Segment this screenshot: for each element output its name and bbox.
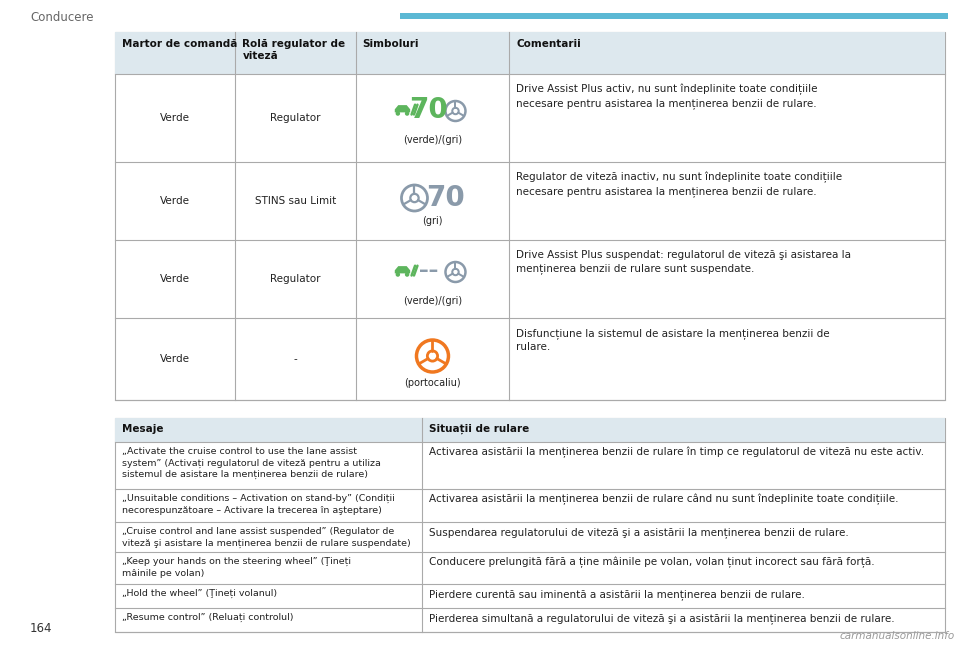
- Text: Activarea asistării la menținerea benzii de rulare când nu sunt îndeplinite toat: Activarea asistării la menținerea benzii…: [429, 494, 899, 506]
- Text: „Cruise control and lane assist suspended” (Regulator de
viteză şi asistare la m: „Cruise control and lane assist suspende…: [122, 527, 411, 548]
- Text: STINS sau Limit: STINS sau Limit: [255, 196, 336, 206]
- Text: „Resume control” (Reluați controlul): „Resume control” (Reluați controlul): [122, 613, 294, 622]
- Text: 70: 70: [409, 96, 448, 124]
- Text: Activarea asistării la menținerea benzii de rulare în timp ce regulatorul de vit: Activarea asistării la menținerea benzii…: [429, 447, 924, 458]
- Text: (gri): (gri): [422, 216, 443, 226]
- Text: Regulator: Regulator: [271, 113, 321, 123]
- Text: Disfuncțiune la sistemul de asistare la menținerea benzii de
rulare.: Disfuncțiune la sistemul de asistare la …: [516, 328, 829, 352]
- Circle shape: [396, 273, 400, 276]
- Polygon shape: [395, 266, 410, 273]
- Bar: [400, 13, 948, 19]
- Polygon shape: [395, 105, 410, 112]
- Text: carmanualsonline.info: carmanualsonline.info: [840, 631, 955, 641]
- Text: ––: ––: [419, 262, 438, 280]
- Text: Verde: Verde: [160, 113, 190, 123]
- Text: Verde: Verde: [160, 274, 190, 284]
- Text: (verde)/(gri): (verde)/(gri): [403, 135, 462, 145]
- Text: Rolă regulator de
viteză: Rolă regulator de viteză: [242, 39, 346, 60]
- Text: Regulator: Regulator: [271, 274, 321, 284]
- Text: Conducere prelungită fără a ține mâinile pe volan, volan ținut incorect sau fără: Conducere prelungită fără a ține mâinile…: [429, 557, 875, 569]
- Text: Pierderea simultană a regulatorului de viteză şi a asistării la menținerea benzi: Pierderea simultană a regulatorului de v…: [429, 613, 895, 624]
- Text: „Activate the cruise control to use the lane assist
system” (Activați regulatoru: „Activate the cruise control to use the …: [122, 447, 381, 479]
- Text: Simboluri: Simboluri: [363, 39, 420, 49]
- Circle shape: [405, 111, 409, 116]
- Circle shape: [405, 273, 409, 276]
- Text: Regulator de viteză inactiv, nu sunt îndeplinite toate condițiile
necesare pentr: Regulator de viteză inactiv, nu sunt înd…: [516, 172, 842, 197]
- Text: (portocaliu): (portocaliu): [404, 378, 461, 388]
- Circle shape: [396, 111, 400, 116]
- Text: Situații de rulare: Situații de rulare: [429, 424, 529, 434]
- Text: Comentarii: Comentarii: [516, 39, 581, 49]
- Text: „Keep your hands on the steering wheel” (Ţineți
mâinile pe volan): „Keep your hands on the steering wheel” …: [122, 557, 351, 578]
- Text: „Hold the wheel” (Ţineți volanul): „Hold the wheel” (Ţineți volanul): [122, 589, 277, 598]
- Text: Verde: Verde: [160, 196, 190, 206]
- Text: 70: 70: [426, 184, 465, 212]
- Text: Verde: Verde: [160, 354, 190, 364]
- Text: Pierdere curentă sau iminentă a asistării la menținerea benzii de rulare.: Pierdere curentă sau iminentă a asistări…: [429, 589, 805, 600]
- Text: Conducere: Conducere: [30, 11, 93, 24]
- Text: Drive Assist Plus suspendat: regulatorul de viteză şi asistarea la
menținerea be: Drive Assist Plus suspendat: regulatorul…: [516, 250, 852, 274]
- Text: Mesaje: Mesaje: [122, 424, 163, 434]
- Text: Martor de comandă: Martor de comandă: [122, 39, 237, 49]
- Bar: [115, 32, 945, 400]
- Text: (verde)/(gri): (verde)/(gri): [403, 296, 462, 306]
- Text: Drive Assist Plus activ, nu sunt îndeplinite toate condițiile
necesare pentru as: Drive Assist Plus activ, nu sunt îndepli…: [516, 84, 818, 110]
- Text: 164: 164: [30, 622, 53, 635]
- Bar: [115, 418, 945, 632]
- Bar: [115, 418, 945, 442]
- Text: „Unsuitable conditions – Activation on stand-by” (Condiții
necorespunzătoare – A: „Unsuitable conditions – Activation on s…: [122, 494, 395, 515]
- Text: -: -: [294, 354, 298, 364]
- Bar: [115, 32, 945, 74]
- Text: Suspendarea regulatorului de viteză şi a asistării la menținerea benzii de rular: Suspendarea regulatorului de viteză şi a…: [429, 527, 849, 538]
